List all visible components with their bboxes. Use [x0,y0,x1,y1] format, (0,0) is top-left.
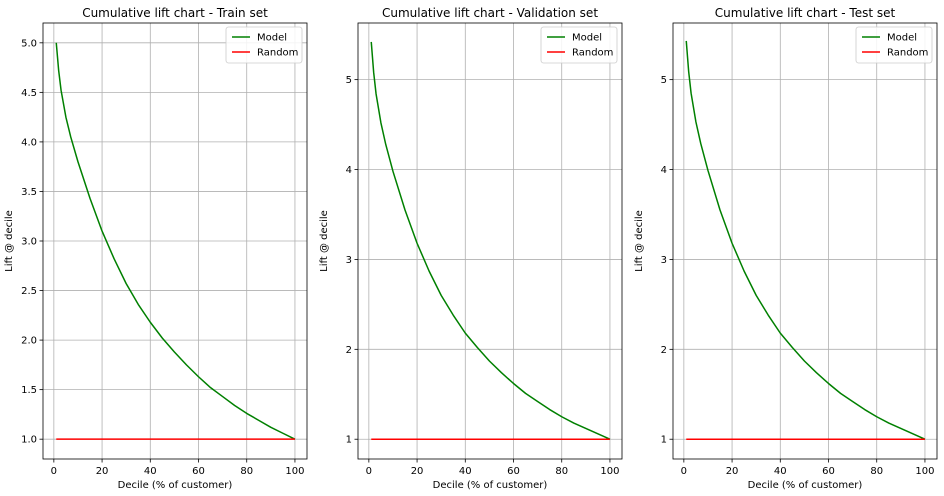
x-tick-label: 20 [96,466,109,477]
chart-panel-1: 0 20 40 60 80 100 1.0 1.5 2.0 2.5 3.0 3.5 4.0 4.5 5.0 C… [4,6,308,491]
y-tick-label: 1.0 [21,435,37,446]
x-axis-label: Decile (% of customer) [118,480,233,491]
y-tick-label: 3 [661,255,667,266]
x-tick-label: 20 [411,466,424,477]
y-tick-label: 5 [661,75,667,86]
legend-label: Random [887,48,928,59]
legend-box [225,26,303,64]
y-tick-label: 2.5 [21,286,37,297]
legend: Model Random [855,26,933,64]
x-tick-label: 40 [774,466,787,477]
plot-area [673,23,937,459]
x-tick-label: 80 [555,466,568,477]
axes-frame [42,22,308,460]
series-line-model [685,40,926,440]
x-tick-label: 60 [822,466,835,477]
chart-title: Cumulative lift chart - Train set [82,6,268,20]
y-tick-label: 1.5 [21,385,37,396]
y-tick-label: 1 [346,435,352,446]
x-tick-label: 100 [600,466,619,477]
series-line-model [55,42,296,440]
x-axis-label: Decile (% of customer) [433,480,548,491]
chart-panel-2: 0 20 40 60 80 100 1 2 3 4 5 Cumulative lift chart -… [319,6,623,491]
y-tick-label: 4.0 [21,137,37,148]
plot-area [358,23,622,459]
x-tick-label: 60 [507,466,520,477]
x-tick-label: 60 [192,466,205,477]
x-tick-label: 20 [726,466,739,477]
x-tick-label: 0 [51,466,57,477]
y-tick-label: 3 [346,255,352,266]
y-axis-label: Lift @ decile [319,210,330,272]
x-tick-label: 0 [681,466,687,477]
legend-label: Model [887,33,917,44]
chart-title: Cumulative lift chart - Test set [715,6,896,20]
y-axis-label: Lift @ decile [4,210,15,272]
x-tick-label: 80 [870,466,883,477]
y-tick-label: 2 [661,345,667,356]
y-tick-label: 5 [346,75,352,86]
legend: Model Random [225,26,303,64]
axes-frame [672,22,938,460]
y-tick-label: 2.0 [21,336,37,347]
legend-label: Random [257,48,298,59]
axes-frame [357,22,623,460]
x-tick-label: 40 [144,466,157,477]
x-tick-label: 80 [240,466,253,477]
x-tick-label: 100 [915,466,934,477]
series-line-model [370,41,611,440]
y-tick-label: 2 [346,345,352,356]
legend-box [540,26,618,64]
legend-label: Model [257,33,287,44]
legend-label: Model [572,33,602,44]
y-tick-label: 4 [346,165,352,176]
chart-title: Cumulative lift chart - Validation set [382,6,598,20]
y-tick-label: 4.5 [21,88,37,99]
y-tick-label: 3.5 [21,187,37,198]
legend-box [855,26,933,64]
chart-panel-3: 0 20 40 60 80 100 1 2 3 4 5 Cumulative lift chart -… [634,6,938,491]
x-tick-label: 40 [459,466,472,477]
x-tick-label: 100 [285,466,304,477]
legend: Model Random [540,26,618,64]
y-axis-label: Lift @ decile [634,210,645,272]
y-tick-label: 1 [661,435,667,446]
x-axis-label: Decile (% of customer) [748,480,863,491]
legend-label: Random [572,48,613,59]
y-tick-label: 4 [661,165,667,176]
x-tick-label: 0 [366,466,372,477]
y-tick-label: 3.0 [21,237,37,248]
y-tick-label: 5.0 [21,38,37,49]
